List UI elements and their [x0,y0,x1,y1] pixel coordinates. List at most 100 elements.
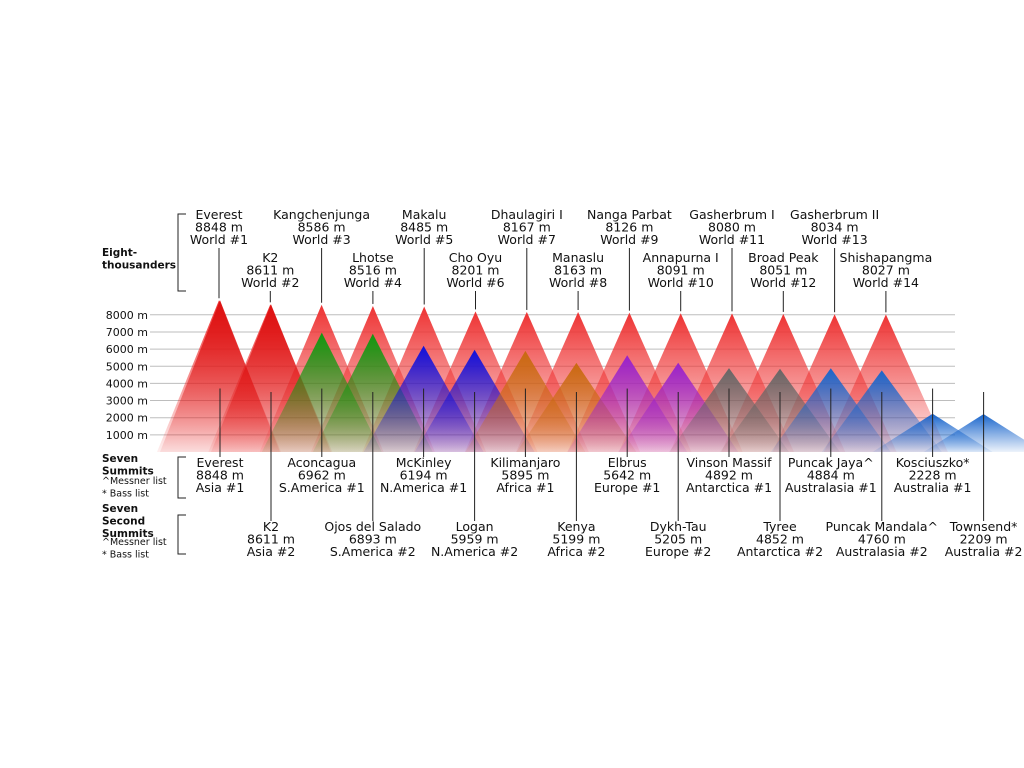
eight-thousander-label-line: Dhaulagiri I [491,207,563,222]
seven-summits-label-line: N.America #1 [380,480,467,495]
group-bracket [177,456,186,499]
group-caption-line: Seven [102,453,138,465]
group-caption-line: thousanders [102,260,176,272]
seven-second-summits-label-line: Logan [456,519,494,534]
eight-thousander-label-line: World #4 [344,275,402,290]
group-note-line: ^Messner list [102,476,167,487]
seven-summits-label-line: Elbrus [608,455,647,470]
eight-thousander-label-line: World #12 [750,275,816,290]
eight-thousander-label-line: Everest [196,207,243,222]
seven-second-summits-label-line: Asia #2 [247,544,296,559]
eight-thousander-label-line: 8201 m [452,263,500,278]
y-tick-label: 7000 m [106,326,148,339]
y-tick-label: 5000 m [106,360,148,373]
seven-second-summits-label-line: 6893 m [349,532,397,547]
group-caption-line: Seven [102,503,138,515]
eight-thousander-label-line: Nanga Parbat [587,207,672,222]
eight-thousander-label-line: 8034 m [811,220,859,235]
group-caption: Eight-thousanders [102,247,176,272]
group-note-line: * Bass list [102,550,149,561]
seven-summits-label-line: Africa #1 [496,480,554,495]
eight-thousander-label-line: Kangchenjunga [273,207,370,222]
eight-thousander-label-line: World #8 [549,275,607,290]
eight-thousander-label-line: World #3 [292,232,350,247]
seven-second-summits-label-line: 5205 m [654,532,702,547]
seven-summits-label-line: S.America #1 [279,480,365,495]
eight-thousander-label-line: Broad Peak [748,250,819,265]
seven-summits-label-line: Australia #1 [894,480,972,495]
group-note-line: * Bass list [102,489,149,500]
seven-second-summits-label-line: 8611 m [247,532,295,547]
y-tick-label: 6000 m [106,343,148,356]
eight-thousander-label-line: 8126 m [605,220,653,235]
seven-second-summits-label-line: 4852 m [756,532,804,547]
eight-thousander-label-line: World #11 [699,232,765,247]
group-bracket [177,514,186,555]
eight-thousander-label-line: 8611 m [246,263,294,278]
seven-second-summits-label-line: S.America #2 [330,544,416,559]
eight-thousander-label-line: World #14 [853,275,919,290]
seven-second-summits-label-line: Australia #2 [945,544,1023,559]
seven-summits-label-line: 6194 m [400,468,448,483]
eight-thousander-label-line: 8163 m [554,263,602,278]
eight-thousander-label-line: World #10 [648,275,714,290]
seven-summits-label-line: Vinson Massif [686,455,772,470]
seven-second-summits-label-line: Kenya [557,519,595,534]
seven-second-summits-label-line: N.America #2 [431,544,518,559]
seven-second-summits-label-line: Europe #2 [645,544,711,559]
eight-thousander-label-line: 8848 m [195,220,243,235]
seven-summits-label-line: Australasia #1 [785,480,877,495]
eight-thousander-label-line: 8027 m [862,263,910,278]
eight-thousander-label-line: Gasherbrum I [689,207,774,222]
seven-second-summits-label-line: Africa #2 [547,544,605,559]
group-note: ^Messner list * Bass list [102,537,167,561]
eight-thousander-label-line: K2 [262,250,278,265]
y-tick-label: 3000 m [106,395,148,408]
eight-thousander-label-line: World #13 [802,232,868,247]
seven-summits-label-line: 8848 m [196,468,244,483]
eight-thousander-label-line: World #7 [498,232,556,247]
eight-thousander-label-line: World #6 [446,275,504,290]
group-caption-line: Eight- [102,247,137,259]
seven-summits-label-line: Everest [197,455,244,470]
seven-second-summits-label-line: 5199 m [552,532,600,547]
seven-summits-label-line: 4884 m [807,468,855,483]
eight-thousander-label-line: 8167 m [503,220,551,235]
y-tick-label: 2000 m [106,412,148,425]
eight-thousander-label-line: 8516 m [349,263,397,278]
y-tick-label: 8000 m [106,309,148,322]
seven-summits-label-line: Aconcagua [287,455,356,470]
eight-thousander-label-line: World #1 [190,232,248,247]
group-bracket [177,213,186,292]
y-tick-label: 1000 m [106,429,148,442]
eight-thousander-label-line: 8080 m [708,220,756,235]
seven-summits-label-line: Puncak Jaya^ [788,455,874,470]
eight-thousander-label-line: Shishapangma [840,250,933,265]
seven-summits-label-line: 6962 m [298,468,346,483]
eight-thousander-label-line: 8485 m [400,220,448,235]
